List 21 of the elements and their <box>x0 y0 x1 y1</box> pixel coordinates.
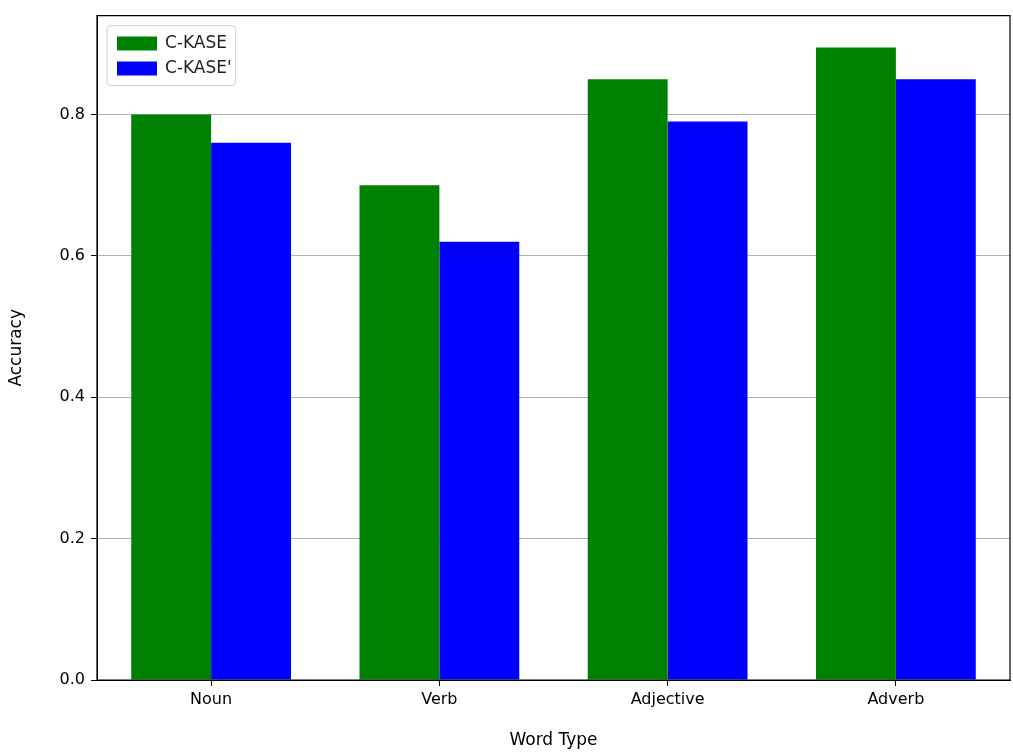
bar <box>211 142 292 680</box>
y-tick-label: 0.8 <box>59 103 85 123</box>
x-tick-label: Noun <box>190 688 233 708</box>
y-tick-label: 0.2 <box>59 527 85 547</box>
bar <box>439 241 520 680</box>
x-tick-label: Verb <box>421 688 458 708</box>
x-tick-label: Adverb <box>867 688 925 708</box>
y-tick-label: 0.6 <box>59 245 85 265</box>
bar <box>359 185 440 680</box>
legend-label: C-KASE <box>165 32 228 53</box>
y-tick-label: 0.0 <box>59 669 85 689</box>
bar <box>895 79 976 680</box>
bar <box>815 47 896 680</box>
bar <box>131 114 212 680</box>
y-axis-title: Accuracy <box>4 308 25 387</box>
y-tick-label: 0.4 <box>59 386 85 406</box>
x-tick-label: Adjective <box>630 688 705 708</box>
bar <box>667 121 748 680</box>
x-axis-title: Word Type <box>509 729 598 750</box>
legend-label: C-KASE' <box>165 57 232 78</box>
bar <box>587 79 668 680</box>
